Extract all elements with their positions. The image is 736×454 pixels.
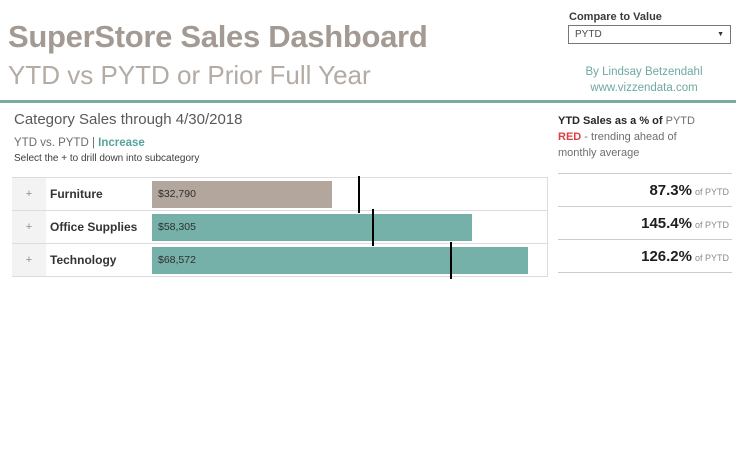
bar-cell: $68,572 [152,242,548,279]
expand-button[interactable]: + [12,178,46,210]
table-row-furniture: + Furniture $32,790 [12,176,548,213]
category-label: Technology [50,253,117,267]
chevron-down-icon: ▼ [717,31,724,38]
bar-value-label: $68,572 [158,254,196,266]
legend-line1-bold: YTD Sales as a % of [558,115,663,127]
compare-select-value: PYTD [575,29,602,40]
stat-row-technology: 126.2% of PYTD [558,240,732,273]
pytd-legend-note: YTD Sales as a % of PYTD RED - trending … [558,113,734,161]
pct-suffix: of PYTD [694,187,729,197]
compare-select[interactable]: PYTD ▼ [568,25,731,44]
bar-value-label: $32,790 [158,188,196,200]
legend-line3: monthly average [558,147,640,159]
category-label: Office Supplies [50,220,138,234]
page-subtitle: YTD vs PYTD or Prior Full Year [8,60,371,90]
section-title: Category Sales through 4/30/2018 [14,111,243,128]
legend-line2-rest: - trending ahead of [581,131,677,143]
table-row-office-supplies: + Office Supplies $58,305 [12,209,548,246]
page-title: SuperStore Sales Dashboard [8,19,428,54]
table-row-technology: + Technology $68,572 [12,242,548,279]
pct-value: 87.3% [649,182,692,199]
expand-button[interactable]: + [12,211,46,243]
website-link[interactable]: www.vizzendata.com [590,82,698,94]
bar-cell: $58,305 [152,209,548,246]
pct-value: 126.2% [641,248,692,265]
pytd-reference-line [358,176,361,213]
bar-furniture[interactable]: $32,790 [152,181,332,208]
legend-line1-rest: PYTD [662,115,695,127]
bar-office-supplies[interactable]: $58,305 [152,214,472,241]
pytd-reference-line [450,242,453,279]
stat-row-office-supplies: 145.4% of PYTD [558,207,732,240]
category-label: Furniture [50,187,103,201]
bar-value-label: $58,305 [158,221,196,233]
legend-red-word: RED [558,131,582,143]
author-byline: By Lindsay Betzendahl www.vizzendata.com [553,64,735,96]
divider-rule [0,100,736,103]
pytd-reference-line [371,209,374,246]
author-name: By Lindsay Betzendahl [585,66,703,78]
section-subtitle: YTD vs. PYTD | Increase [14,136,145,150]
bar-cell: $32,790 [152,176,548,213]
section-subtitle-prefix: YTD vs. PYTD | [14,137,99,149]
compare-to-value-label: Compare to Value [569,11,662,23]
category-bar-table: + Furniture $32,790 + Office Supplies $5… [12,176,548,279]
stat-row-furniture: 87.3% of PYTD [558,174,732,207]
pct-suffix: of PYTD [694,253,729,263]
pct-suffix: of PYTD [694,220,729,230]
section-note: Select the + to drill down into subcateg… [14,153,200,164]
bar-technology[interactable]: $68,572 [152,247,529,274]
expand-button[interactable]: + [12,244,46,276]
pct-of-pytd-column: 87.3% of PYTD 145.4% of PYTD 126.2% of PYTD [558,173,732,273]
section-subtitle-highlight: Increase [98,137,145,149]
pct-value: 145.4% [641,215,692,232]
